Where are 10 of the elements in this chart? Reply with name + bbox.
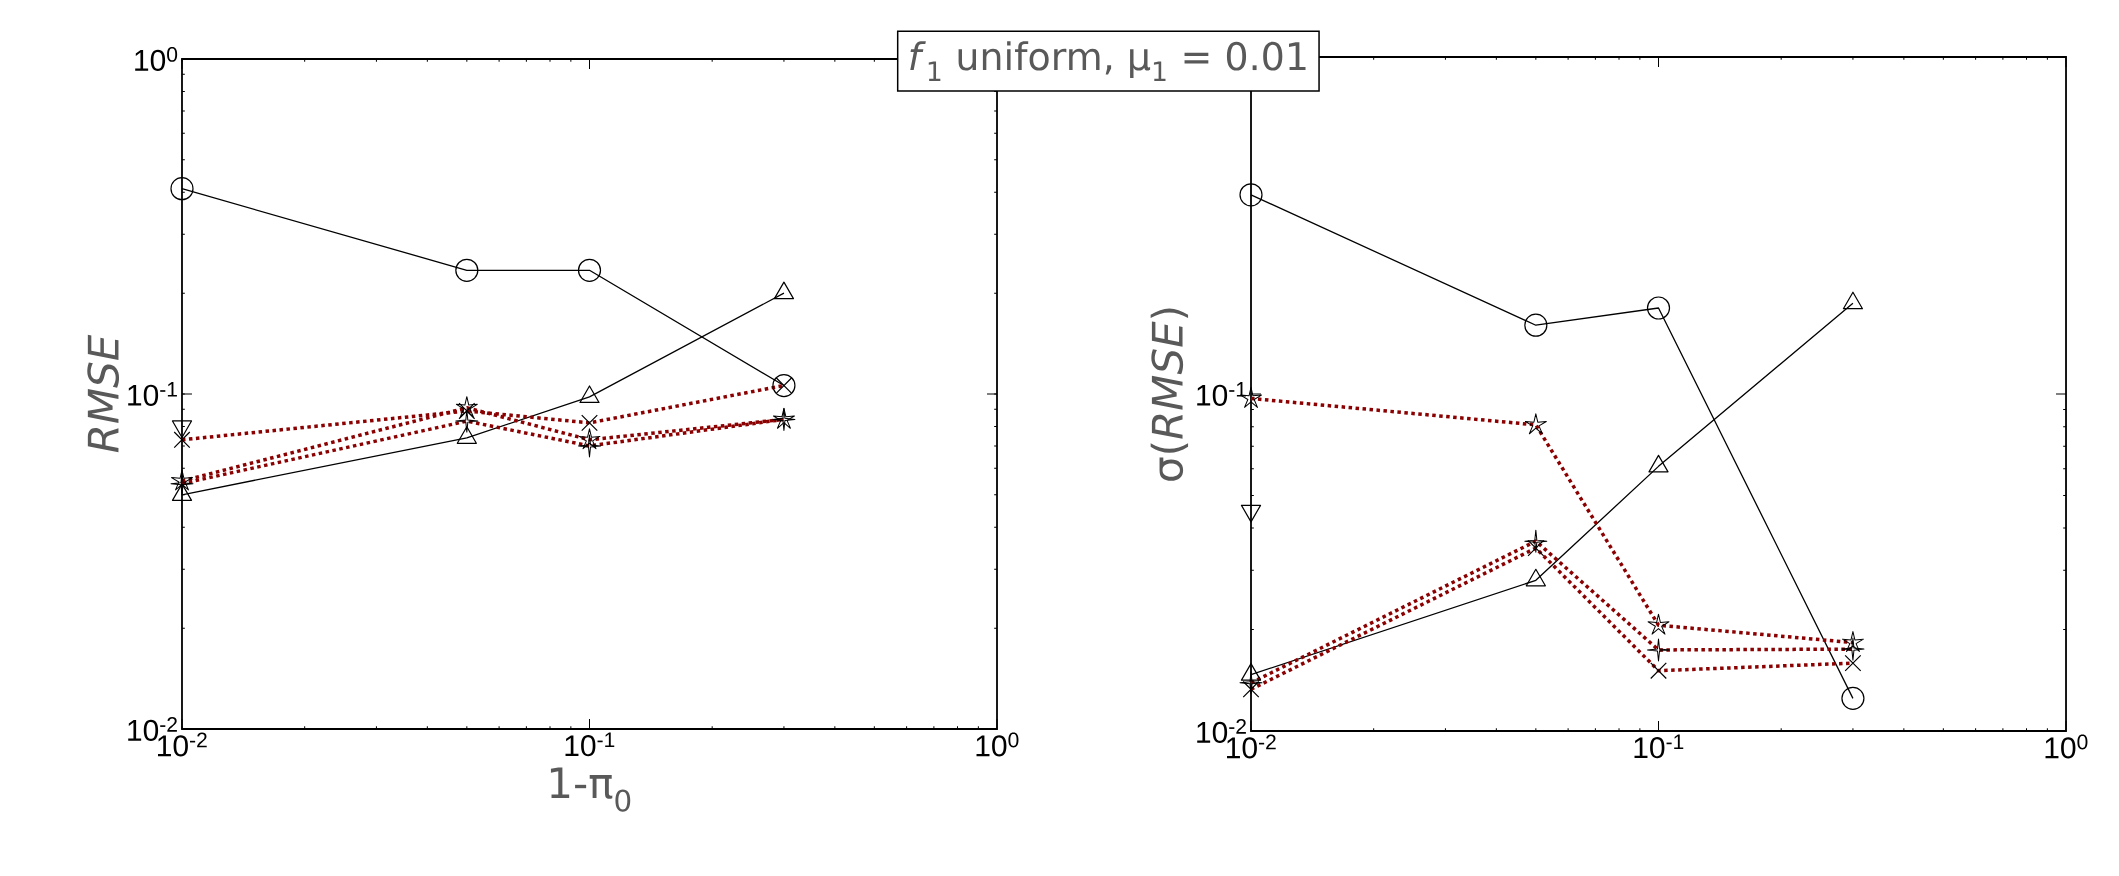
x-axis-title: 1-π$_{0}$ [550, 767, 631, 812]
y-axis-title: σ(RMSE) [1150, 308, 1189, 481]
y-axis-title: RMSE [87, 334, 120, 453]
y-tick-label: 10$^{0}$ [135, 47, 178, 71]
y-tick-label: 10$^{-1}$ [128, 382, 177, 406]
x-tick-label: 10$^{-1}$ [1634, 734, 1684, 759]
x-tick-label: 10$^{0}$ [976, 732, 1019, 757]
x-tick-label: 10$^{-1}$ [565, 732, 615, 757]
chart-title: f$_{1}$ uniform, μ$_{1}$ = 0.01 [910, 41, 1306, 81]
x-tick-label: 10$^{0}$ [2045, 734, 2088, 759]
